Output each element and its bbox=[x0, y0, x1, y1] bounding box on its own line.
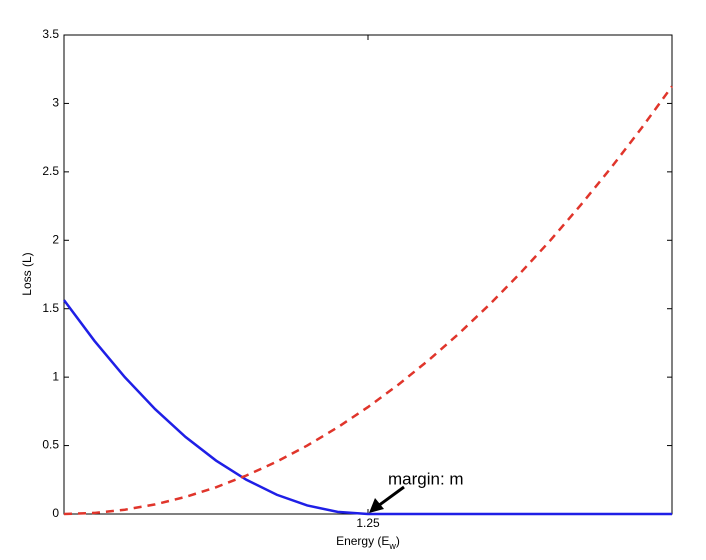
x-tick-label: 1.25 bbox=[356, 516, 380, 530]
x-axis-label: Energy (Ew) bbox=[336, 534, 400, 551]
x-label-end: ) bbox=[396, 534, 400, 548]
y-tick-label: 1.5 bbox=[42, 301, 59, 315]
y-tick-label: 0.5 bbox=[42, 438, 59, 452]
y-tick-label: 0 bbox=[52, 506, 59, 520]
x-label-main: Energy (E bbox=[336, 534, 389, 548]
y-tick-label: 2.5 bbox=[42, 164, 59, 178]
y-tick-label: 1 bbox=[52, 369, 59, 383]
y-tick-label: 2 bbox=[52, 232, 59, 246]
y-tick-label: 3 bbox=[52, 96, 59, 110]
annotation: margin: m bbox=[388, 469, 464, 488]
annotation-arrow bbox=[377, 485, 405, 508]
plot-frame bbox=[63, 34, 673, 515]
loss-line bbox=[63, 85, 674, 516]
annotation-arrowhead bbox=[369, 498, 384, 513]
y-tick-label: 3.5 bbox=[42, 27, 59, 41]
y-axis-label: Loss (L) bbox=[20, 252, 34, 295]
loss-line bbox=[62, 299, 672, 516]
x-label-sub: w bbox=[388, 541, 396, 551]
